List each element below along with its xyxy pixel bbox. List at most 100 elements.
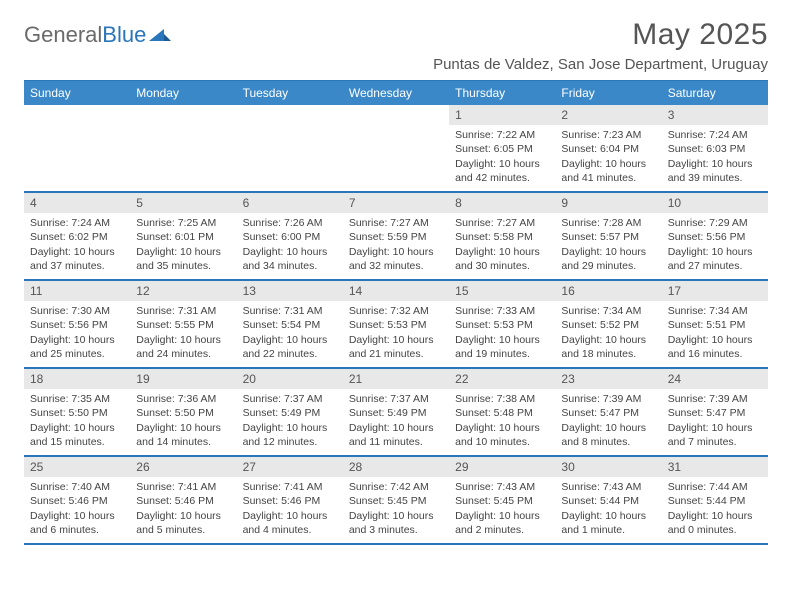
day-body: Sunrise: 7:32 AMSunset: 5:53 PMDaylight:…	[343, 301, 449, 365]
daylight-line1: Daylight: 10 hours	[349, 333, 443, 347]
sunrise-line: Sunrise: 7:29 AM	[668, 216, 762, 230]
day-number: 25	[24, 457, 130, 477]
day-cell: 19Sunrise: 7:36 AMSunset: 5:50 PMDayligh…	[130, 369, 236, 455]
sunset-line: Sunset: 5:49 PM	[243, 406, 337, 420]
day-body: Sunrise: 7:33 AMSunset: 5:53 PMDaylight:…	[449, 301, 555, 365]
sunset-line: Sunset: 6:00 PM	[243, 230, 337, 244]
day-number: 27	[237, 457, 343, 477]
sunrise-line: Sunrise: 7:22 AM	[455, 128, 549, 142]
sunrise-line: Sunrise: 7:34 AM	[668, 304, 762, 318]
day-body: Sunrise: 7:37 AMSunset: 5:49 PMDaylight:…	[343, 389, 449, 453]
sunset-line: Sunset: 5:56 PM	[668, 230, 762, 244]
daylight-line2: and 18 minutes.	[561, 347, 655, 361]
sunrise-line: Sunrise: 7:37 AM	[243, 392, 337, 406]
daylight-line2: and 8 minutes.	[561, 435, 655, 449]
sunrise-line: Sunrise: 7:24 AM	[668, 128, 762, 142]
sunrise-line: Sunrise: 7:24 AM	[30, 216, 124, 230]
daylight-line2: and 12 minutes.	[243, 435, 337, 449]
daylight-line2: and 34 minutes.	[243, 259, 337, 273]
daylight-line1: Daylight: 10 hours	[243, 509, 337, 523]
daylight-line1: Daylight: 10 hours	[136, 245, 230, 259]
daylight-line2: and 30 minutes.	[455, 259, 549, 273]
day-number: 8	[449, 193, 555, 213]
day-cell: 26Sunrise: 7:41 AMSunset: 5:46 PMDayligh…	[130, 457, 236, 543]
sunrise-line: Sunrise: 7:41 AM	[136, 480, 230, 494]
daylight-line2: and 10 minutes.	[455, 435, 549, 449]
weekday-header: Saturday	[662, 81, 768, 105]
sunset-line: Sunset: 5:56 PM	[30, 318, 124, 332]
week-row: 11Sunrise: 7:30 AMSunset: 5:56 PMDayligh…	[24, 281, 768, 369]
day-cell: 31Sunrise: 7:44 AMSunset: 5:44 PMDayligh…	[662, 457, 768, 543]
day-body: Sunrise: 7:40 AMSunset: 5:46 PMDaylight:…	[24, 477, 130, 541]
daylight-line1: Daylight: 10 hours	[561, 157, 655, 171]
day-number: 11	[24, 281, 130, 301]
day-cell	[343, 105, 449, 191]
sunset-line: Sunset: 5:47 PM	[561, 406, 655, 420]
daylight-line1: Daylight: 10 hours	[349, 421, 443, 435]
day-number: 15	[449, 281, 555, 301]
day-body: Sunrise: 7:27 AMSunset: 5:58 PMDaylight:…	[449, 213, 555, 277]
daylight-line1: Daylight: 10 hours	[561, 333, 655, 347]
daylight-line2: and 27 minutes.	[668, 259, 762, 273]
daylight-line2: and 5 minutes.	[136, 523, 230, 537]
day-cell	[130, 105, 236, 191]
day-body: Sunrise: 7:34 AMSunset: 5:51 PMDaylight:…	[662, 301, 768, 365]
day-body: Sunrise: 7:38 AMSunset: 5:48 PMDaylight:…	[449, 389, 555, 453]
weekday-header: Monday	[130, 81, 236, 105]
daylight-line1: Daylight: 10 hours	[668, 421, 762, 435]
daylight-line1: Daylight: 10 hours	[30, 421, 124, 435]
day-body: Sunrise: 7:42 AMSunset: 5:45 PMDaylight:…	[343, 477, 449, 541]
daylight-line1: Daylight: 10 hours	[30, 509, 124, 523]
sunrise-line: Sunrise: 7:42 AM	[349, 480, 443, 494]
daylight-line2: and 24 minutes.	[136, 347, 230, 361]
sunset-line: Sunset: 5:48 PM	[455, 406, 549, 420]
day-number: 19	[130, 369, 236, 389]
day-cell: 1Sunrise: 7:22 AMSunset: 6:05 PMDaylight…	[449, 105, 555, 191]
sunset-line: Sunset: 5:57 PM	[561, 230, 655, 244]
daylight-line2: and 19 minutes.	[455, 347, 549, 361]
sunrise-line: Sunrise: 7:31 AM	[136, 304, 230, 318]
day-number: 20	[237, 369, 343, 389]
day-number: 4	[24, 193, 130, 213]
daylight-line2: and 37 minutes.	[30, 259, 124, 273]
day-cell: 22Sunrise: 7:38 AMSunset: 5:48 PMDayligh…	[449, 369, 555, 455]
brand-part1: General	[24, 22, 102, 48]
day-number: 3	[662, 105, 768, 125]
sunrise-line: Sunrise: 7:30 AM	[30, 304, 124, 318]
weekday-header: Sunday	[24, 81, 130, 105]
daylight-line2: and 4 minutes.	[243, 523, 337, 537]
daylight-line2: and 22 minutes.	[243, 347, 337, 361]
day-body: Sunrise: 7:30 AMSunset: 5:56 PMDaylight:…	[24, 301, 130, 365]
daylight-line2: and 3 minutes.	[349, 523, 443, 537]
daylight-line2: and 6 minutes.	[30, 523, 124, 537]
sunrise-line: Sunrise: 7:41 AM	[243, 480, 337, 494]
brand-logo: GeneralBlue	[24, 18, 171, 48]
sunset-line: Sunset: 5:46 PM	[30, 494, 124, 508]
day-number: 22	[449, 369, 555, 389]
day-cell: 30Sunrise: 7:43 AMSunset: 5:44 PMDayligh…	[555, 457, 661, 543]
daylight-line1: Daylight: 10 hours	[30, 333, 124, 347]
daylight-line2: and 2 minutes.	[455, 523, 549, 537]
day-body: Sunrise: 7:24 AMSunset: 6:02 PMDaylight:…	[24, 213, 130, 277]
day-cell: 5Sunrise: 7:25 AMSunset: 6:01 PMDaylight…	[130, 193, 236, 279]
day-number: 2	[555, 105, 661, 125]
sunrise-line: Sunrise: 7:28 AM	[561, 216, 655, 230]
day-cell	[24, 105, 130, 191]
day-body: Sunrise: 7:24 AMSunset: 6:03 PMDaylight:…	[662, 125, 768, 189]
day-number: 12	[130, 281, 236, 301]
daylight-line1: Daylight: 10 hours	[349, 509, 443, 523]
brand-part2: Blue	[102, 22, 146, 48]
daylight-line2: and 29 minutes.	[561, 259, 655, 273]
sunset-line: Sunset: 5:50 PM	[136, 406, 230, 420]
sunset-line: Sunset: 5:51 PM	[668, 318, 762, 332]
daylight-line2: and 39 minutes.	[668, 171, 762, 185]
day-body: Sunrise: 7:44 AMSunset: 5:44 PMDaylight:…	[662, 477, 768, 541]
day-number: 7	[343, 193, 449, 213]
day-cell: 17Sunrise: 7:34 AMSunset: 5:51 PMDayligh…	[662, 281, 768, 367]
daylight-line1: Daylight: 10 hours	[243, 245, 337, 259]
day-cell: 21Sunrise: 7:37 AMSunset: 5:49 PMDayligh…	[343, 369, 449, 455]
sunrise-line: Sunrise: 7:32 AM	[349, 304, 443, 318]
day-cell: 25Sunrise: 7:40 AMSunset: 5:46 PMDayligh…	[24, 457, 130, 543]
daylight-line1: Daylight: 10 hours	[561, 509, 655, 523]
sunrise-line: Sunrise: 7:43 AM	[561, 480, 655, 494]
